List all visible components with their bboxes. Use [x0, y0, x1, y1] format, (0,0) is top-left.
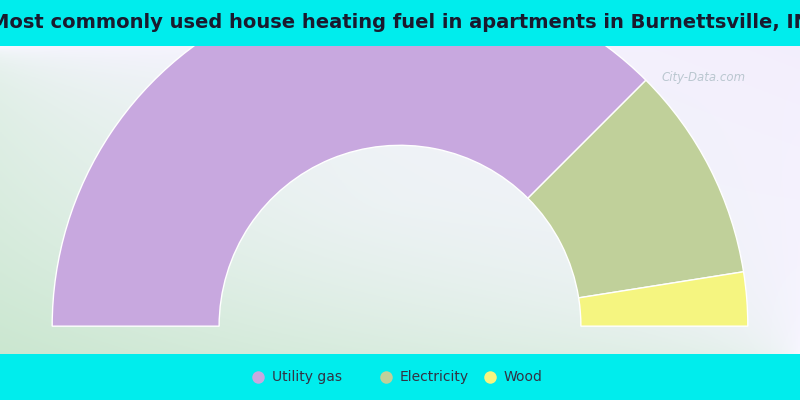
Wedge shape [528, 80, 743, 298]
Wedge shape [578, 272, 748, 326]
Text: City-Data.com: City-Data.com [662, 71, 746, 84]
Text: Most commonly used house heating fuel in apartments in Burnettsville, IN: Most commonly used house heating fuel in… [0, 14, 800, 32]
Text: Wood: Wood [504, 370, 543, 384]
Text: Utility gas: Utility gas [272, 370, 342, 384]
Wedge shape [52, 0, 646, 326]
Text: Electricity: Electricity [400, 370, 469, 384]
